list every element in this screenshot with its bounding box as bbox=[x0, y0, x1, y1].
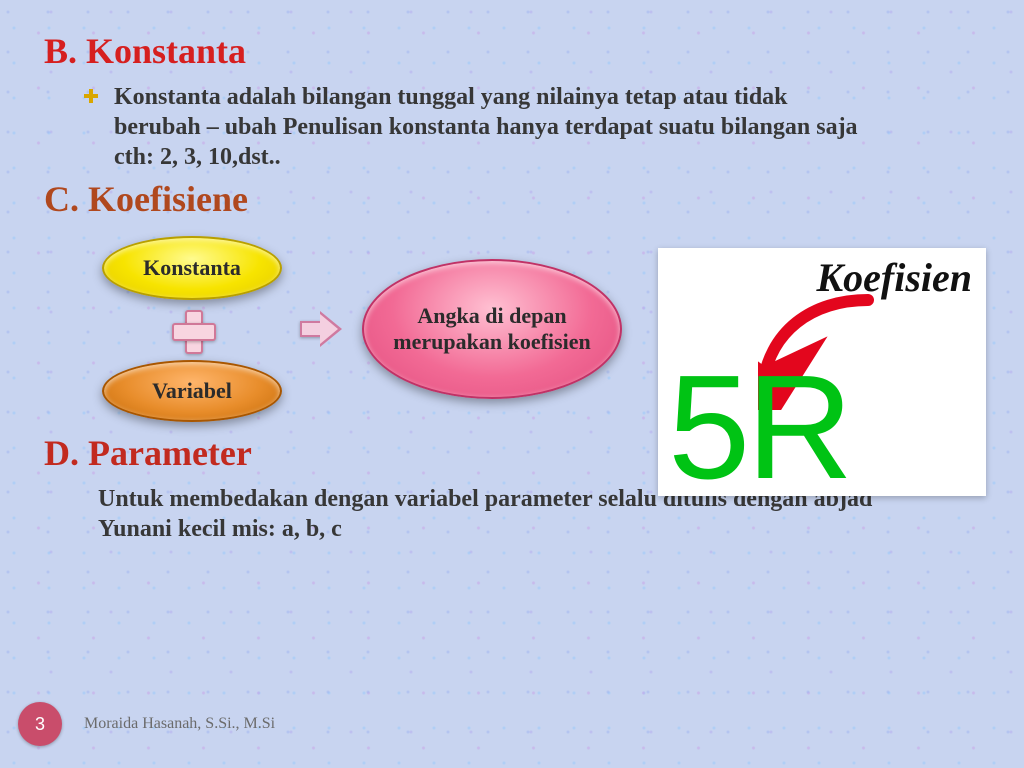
author-name: Moraida Hasanah, S.Si., M.Si bbox=[84, 715, 275, 733]
ellipse-variabel: Variabel bbox=[102, 360, 282, 422]
ellipse-result: Angka di depan merupakan koefisien bbox=[362, 259, 622, 399]
koefisien-5r-text: 5R bbox=[668, 354, 849, 502]
arrow-right-icon bbox=[300, 311, 344, 347]
body-text-b: Konstanta adalah bilangan tunggal yang n… bbox=[114, 82, 874, 172]
slide: B. Konstanta Konstanta adalah bilangan t… bbox=[0, 0, 1024, 768]
plus-icon bbox=[172, 310, 212, 350]
page-number-badge: 3 bbox=[18, 702, 62, 746]
plus-bullet-icon bbox=[84, 89, 98, 103]
heading-c-koefisiene: C. Koefisiene bbox=[44, 178, 980, 220]
heading-b-konstanta: B. Konstanta bbox=[44, 30, 980, 72]
ellipse-konstanta: Konstanta bbox=[102, 236, 282, 300]
diagram-left-stack: Konstanta Variabel bbox=[102, 236, 282, 422]
bullet-row-b: Konstanta adalah bilangan tunggal yang n… bbox=[84, 82, 980, 172]
footer: 3 Moraida Hasanah, S.Si., M.Si bbox=[0, 702, 275, 746]
koefisien-example-graphic: Koefisien 5R bbox=[658, 248, 986, 496]
